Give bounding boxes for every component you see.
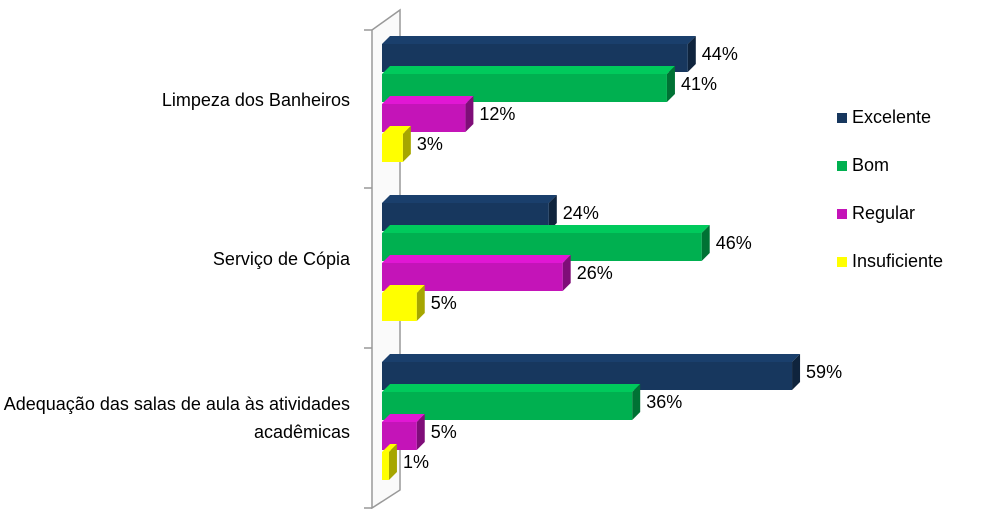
value-label: 5% xyxy=(431,293,457,313)
legend-swatch xyxy=(837,257,847,267)
value-label: 44% xyxy=(702,44,738,64)
legend-swatch xyxy=(837,209,847,219)
bar-side xyxy=(632,384,641,420)
legend-swatch xyxy=(837,113,847,123)
value-label: 12% xyxy=(479,104,515,124)
legend-label: Regular xyxy=(852,203,915,223)
bar-top xyxy=(382,285,425,293)
bar-top xyxy=(382,384,641,392)
bar-top xyxy=(382,255,571,263)
value-label: 24% xyxy=(563,203,599,223)
bar-side xyxy=(416,414,425,450)
value-label: 26% xyxy=(577,263,613,283)
bar-side xyxy=(548,195,557,231)
bar xyxy=(382,293,417,321)
bar-top xyxy=(382,195,557,203)
value-label: 1% xyxy=(403,452,429,472)
value-label: 5% xyxy=(431,422,457,442)
legend-label: Insuficiente xyxy=(852,251,943,271)
bar-side xyxy=(402,126,411,162)
value-label: 36% xyxy=(646,392,682,412)
bar-side xyxy=(687,36,696,72)
legend-label: Excelente xyxy=(852,107,931,127)
bar-top xyxy=(382,444,397,452)
bar xyxy=(382,134,403,162)
bar-side xyxy=(701,225,710,261)
bar xyxy=(382,452,389,480)
bar-top xyxy=(382,66,675,74)
category-label: Adequação das salas de aula às atividade… xyxy=(3,394,350,442)
bar-side xyxy=(465,96,474,132)
bar-side xyxy=(416,285,425,321)
category-label: Serviço de Cópia xyxy=(212,249,350,269)
bar-side xyxy=(388,444,397,480)
bar-side xyxy=(562,255,571,291)
bar xyxy=(382,422,417,450)
bar-top xyxy=(382,414,425,422)
bar-top xyxy=(382,36,696,44)
bar-top xyxy=(382,225,710,233)
bar-top xyxy=(382,126,411,134)
value-label: 59% xyxy=(806,362,842,382)
legend-swatch xyxy=(837,161,847,171)
value-label: 3% xyxy=(417,134,443,154)
bar-top xyxy=(382,96,474,104)
bar-top xyxy=(382,354,801,362)
category-label: Limpeza dos Banheiros xyxy=(161,90,350,110)
legend-label: Bom xyxy=(852,155,889,175)
value-label: 46% xyxy=(716,233,752,253)
value-label: 41% xyxy=(681,74,717,94)
bar-side xyxy=(666,66,675,102)
bar-side xyxy=(792,354,801,390)
